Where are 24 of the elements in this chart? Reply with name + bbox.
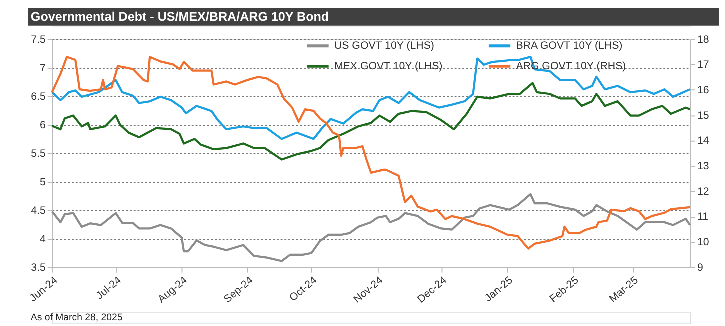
y-tick-label: 6.5 [31,90,46,103]
y2-tick-label: 9 [697,262,704,274]
legend-label: MEX GOVT 10Y (LHS) [334,60,443,72]
legend-label: BRA GOVT 10Y (LHS) [516,40,623,52]
y2-tick-label: 18 [697,34,710,46]
y2-tick-label: 13 [697,160,710,172]
y-tick-label: 7.5 [31,34,46,46]
y-tick-label: 6 [40,119,46,132]
y-tick-label: 5 [40,176,46,188]
y2-tick-label: 15 [697,110,710,122]
y2-tick-label: 14 [697,135,710,148]
y2-tick-label: 16 [697,84,710,96]
text: As of March 28, 2025 [30,312,123,324]
y-tick-label: 7 [40,62,46,74]
y-tick-label: 3.5 [31,262,46,274]
y-tick-label: 5.5 [31,148,46,160]
y2-tick-label: 11 [697,211,709,224]
y2-tick-label: 12 [697,186,710,198]
chart-title: Governmental Debt - US/MEX/BRA/ARG 10Y Bond [30,10,330,24]
y-tick-label: 4.5 [31,204,46,217]
y-tick-label: 4 [40,233,46,246]
y2-tick-label: 10 [697,236,710,249]
y2-tick-label: 17 [697,59,710,72]
legend-label: US GOVT 10Y (LHS) [334,40,434,52]
